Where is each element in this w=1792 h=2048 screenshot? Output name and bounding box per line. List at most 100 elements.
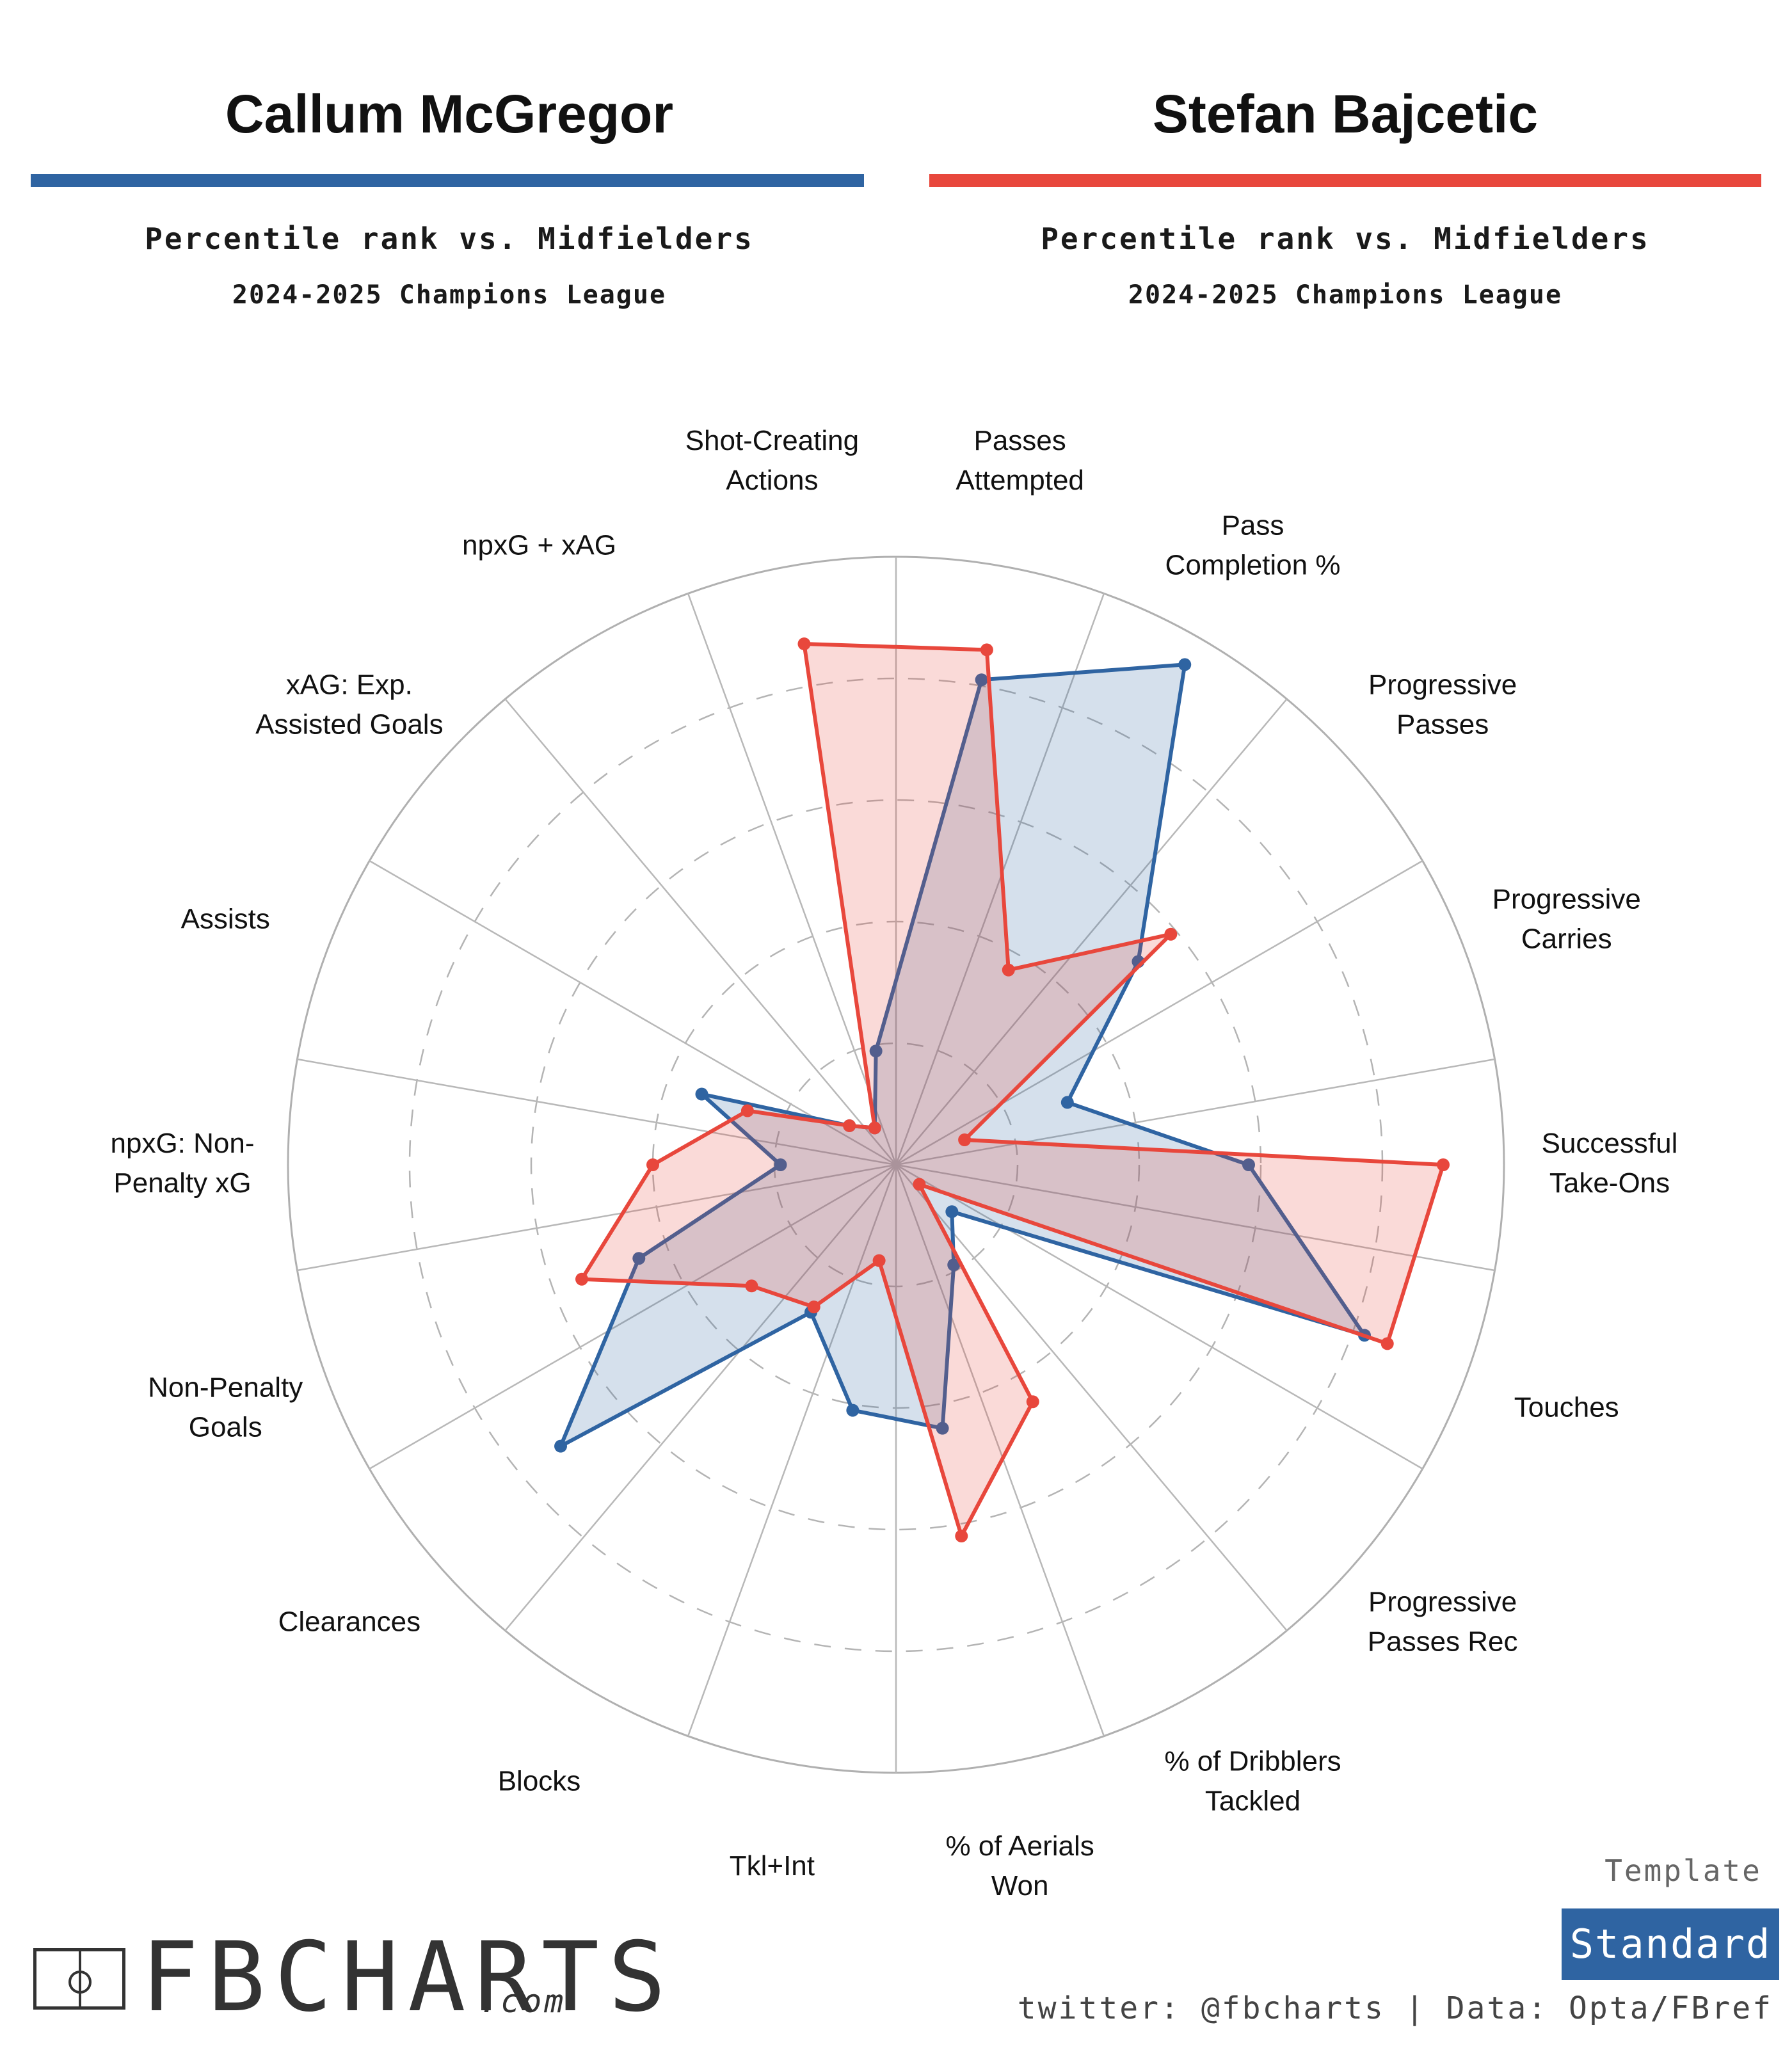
player1-subtitle: Percentile rank vs. Midfielders — [145, 221, 754, 256]
axis-label-3: Progressive Carries — [1492, 883, 1641, 954]
axis-label-10-line-0: Blocks — [498, 1765, 581, 1796]
series-1-point-13 — [774, 1158, 787, 1171]
series-1-point-11 — [554, 1439, 568, 1453]
axis-label-12-line-0: Non-Penalty — [148, 1372, 303, 1403]
series-2-point-3 — [958, 1133, 972, 1147]
series-1-point-0 — [975, 673, 988, 687]
axis-label-16-line-0: npxG + xAG — [462, 529, 616, 561]
axis-label-2-line-0: Progressive — [1368, 669, 1517, 700]
series-1-point-1 — [1178, 658, 1192, 671]
player1-color-bar — [31, 174, 864, 187]
series-2-point-10 — [807, 1300, 820, 1314]
series-1-point-4 — [1242, 1158, 1255, 1171]
series-1-point-9 — [846, 1404, 860, 1417]
series-2-point-14 — [740, 1104, 754, 1117]
spoke-6 — [895, 1164, 1423, 1470]
series-2-point-6 — [913, 1178, 926, 1191]
axis-label-12: Non-Penalty Goals — [148, 1372, 303, 1443]
spoke-2 — [895, 698, 1288, 1165]
spoke-10 — [687, 1164, 897, 1737]
axis-label-8: % of Aerials Won — [945, 1830, 1094, 1901]
series-2-point-7 — [1026, 1395, 1039, 1409]
spoke-13 — [297, 1164, 897, 1272]
axis-label-16: npxG + xAG — [462, 529, 616, 561]
series-1-point-14 — [695, 1087, 708, 1101]
axis-label-1-line-1: Completion % — [1165, 549, 1341, 580]
grid-ring-3 — [530, 799, 1262, 1531]
axis-label-6-line-0: Progressive — [1368, 1586, 1517, 1617]
spoke-14 — [297, 1058, 897, 1166]
pitch-logo-icon — [33, 1948, 125, 2010]
axis-label-2: Progressive Passes — [1368, 669, 1517, 740]
axis-label-4-line-0: Successful — [1542, 1128, 1678, 1159]
axis-label-17-line-1: Actions — [726, 465, 818, 496]
axis-label-7-line-0: % of Dribblers — [1164, 1745, 1341, 1777]
series-2-point-15 — [843, 1119, 856, 1132]
spoke-5 — [895, 1164, 1495, 1272]
spoke-12 — [369, 1164, 897, 1470]
axis-label-9-line-0: Tkl+Int — [730, 1850, 815, 1882]
template-label: Template — [1604, 1853, 1762, 1888]
series-2-point-9 — [872, 1254, 886, 1267]
series-2-point-12 — [575, 1272, 589, 1286]
axis-label-8-line-1: Won — [991, 1870, 1049, 1901]
axis-label-8-line-0: % of Aerials — [945, 1830, 1094, 1862]
player2-color-bar — [929, 174, 1761, 187]
axis-label-4-line-1: Take-Ons — [1549, 1167, 1670, 1199]
series-1-point-8 — [936, 1421, 949, 1435]
series-2-point-1 — [1002, 963, 1015, 977]
axis-label-6-line-1: Passes Rec — [1368, 1626, 1518, 1657]
axis-label-6: Progressive Passes Rec — [1368, 1586, 1518, 1657]
axis-label-5-line-0: Touches — [1514, 1391, 1619, 1423]
axis-label-13-line-0: npxG: Non- — [111, 1128, 255, 1159]
series-2-point-16 — [868, 1121, 881, 1135]
axis-label-3-line-1: Carries — [1521, 923, 1612, 954]
spoke-1 — [895, 593, 1105, 1165]
axis-label-15-line-1: Assisted Goals — [255, 708, 443, 740]
axis-label-11-line-0: Clearances — [278, 1606, 421, 1637]
series-2-point-4 — [1437, 1158, 1450, 1171]
axis-label-1-line-0: Pass — [1222, 509, 1284, 541]
axis-label-14-line-0: Assists — [181, 903, 270, 934]
axis-label-10: Blocks — [498, 1765, 581, 1796]
series-2-point-11 — [745, 1279, 758, 1293]
series-1-point-6 — [945, 1205, 959, 1219]
grid-ring-4 — [408, 677, 1384, 1652]
spoke-16 — [504, 698, 897, 1165]
spoke-8 — [895, 1164, 1105, 1737]
series-1-point-17 — [869, 1044, 883, 1058]
axis-label-0-line-0: Passes — [973, 425, 1066, 456]
series-2-point-8 — [955, 1530, 968, 1543]
axis-label-7: % of Dribblers Tackled — [1164, 1745, 1341, 1816]
axis-label-4: Successful Take-Ons — [1542, 1128, 1678, 1199]
axis-label-11: Clearances — [278, 1606, 421, 1637]
logo-suffix: .com — [479, 1983, 566, 2020]
player1-season: 2024-2025 Champions League — [232, 280, 667, 310]
axis-label-2-line-1: Passes — [1396, 708, 1489, 740]
axis-label-5: Touches — [1514, 1391, 1619, 1423]
axis-label-17: Shot-Creating Actions — [685, 425, 859, 496]
series-1-point-7 — [947, 1258, 961, 1272]
axis-label-15: xAG: Exp. Assisted Goals — [255, 669, 443, 740]
spoke-17 — [687, 593, 897, 1165]
player2-subtitle: Percentile rank vs. Midfielders — [1041, 221, 1650, 256]
axis-label-14: Assists — [181, 903, 270, 934]
logo-text: FBCHARTS — [141, 1922, 675, 2033]
player2-name: Stefan Bajcetic — [1152, 84, 1539, 144]
axis-label-3-line-0: Progressive — [1492, 883, 1641, 915]
series-2-point-0 — [980, 643, 993, 657]
spoke-7 — [895, 1164, 1288, 1631]
axis-label-15-line-0: xAG: Exp. — [286, 669, 413, 700]
spoke-11 — [504, 1164, 897, 1631]
spoke-3 — [895, 860, 1423, 1166]
series-2-point-13 — [646, 1158, 659, 1171]
spoke-4 — [895, 1058, 1495, 1166]
series-2-point-2 — [1164, 927, 1178, 941]
axis-label-7-line-1: Tackled — [1205, 1785, 1300, 1816]
axis-label-9: Tkl+Int — [730, 1850, 815, 1882]
series-1-point-3 — [1060, 1096, 1074, 1109]
series-2-point-17 — [797, 637, 811, 651]
player1-name: Callum McGregor — [225, 84, 674, 144]
series-2-point-5 — [1380, 1337, 1394, 1350]
